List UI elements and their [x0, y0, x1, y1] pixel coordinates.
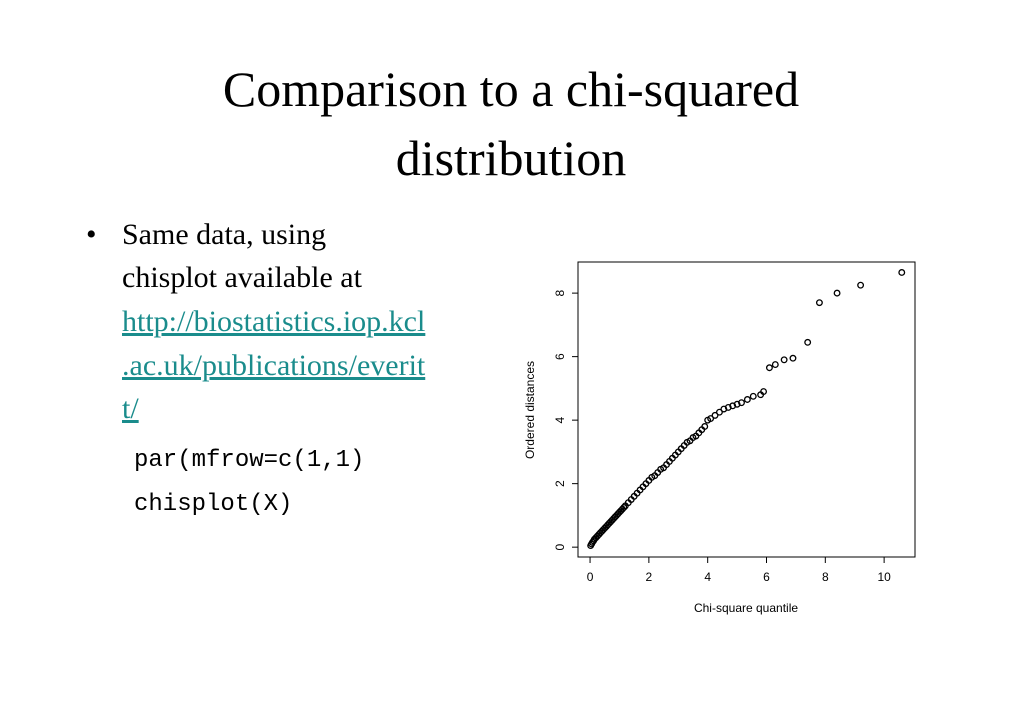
plot-box: [577, 261, 916, 558]
x-tick-label: 10: [877, 570, 891, 584]
point: [724, 403, 732, 411]
x-tick-label: 0: [587, 570, 594, 584]
point: [620, 504, 628, 511]
point: [738, 399, 745, 407]
link[interactable]: .ac.uk/publications/everit: [122, 349, 426, 382]
x-tick-label: 6: [763, 570, 770, 584]
bullet-dot: •: [86, 218, 97, 251]
point: [771, 361, 779, 369]
point: [729, 402, 737, 410]
link[interactable]: t/: [122, 392, 139, 425]
point: [804, 338, 812, 346]
point: [815, 299, 823, 307]
point: [701, 423, 709, 430]
x-tick-label: 2: [646, 570, 653, 584]
point: [720, 405, 728, 413]
point: [857, 281, 865, 289]
point: [733, 400, 741, 408]
code-line: chisplot(X): [134, 491, 292, 518]
point: [765, 364, 773, 372]
y-tick-label: 8: [553, 289, 567, 296]
point: [707, 415, 715, 423]
y-tick-label: 0: [553, 543, 567, 550]
code-line: par(mfrow=c(1,1): [134, 447, 364, 474]
point: [743, 396, 751, 403]
y-tick-label: 4: [553, 416, 567, 423]
x-axis-label: Chi-square quantile: [694, 601, 798, 615]
y-tick-label: 2: [553, 480, 567, 487]
y-axis-label: Ordered distances: [523, 361, 537, 459]
title: distribution: [396, 130, 627, 186]
point: [760, 388, 768, 396]
title: Comparison to a chi-squared: [223, 61, 799, 117]
link[interactable]: http://biostatistics.iop.kcl: [122, 305, 425, 338]
point: [715, 408, 723, 416]
point: [780, 356, 788, 364]
bullet-text: Same data, using: [122, 218, 326, 251]
y-tick-label: 6: [553, 353, 567, 360]
point: [898, 269, 906, 276]
point: [711, 411, 719, 419]
x-tick-label: 4: [704, 570, 711, 584]
bullet-text: chisplot available at: [122, 261, 363, 294]
point: [789, 354, 797, 362]
point: [833, 289, 841, 297]
point: [749, 392, 757, 400]
x-tick-label: 8: [822, 570, 829, 584]
